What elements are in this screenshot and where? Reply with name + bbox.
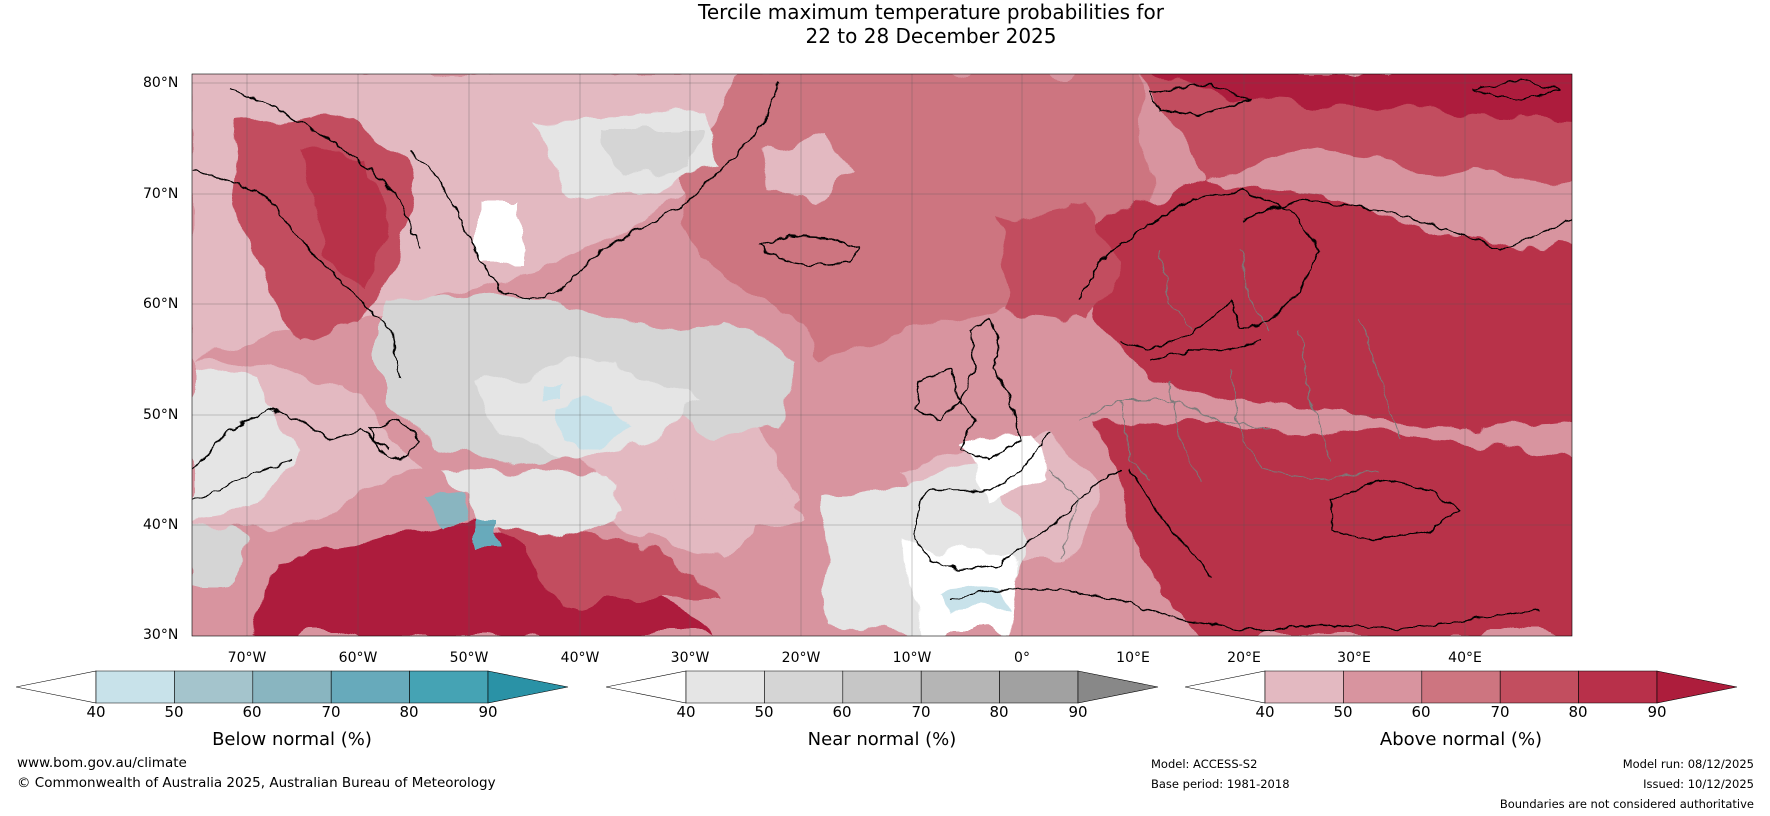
lat-label-40n: 40°N: [143, 517, 179, 533]
lon-label-40w: 40°W: [560, 650, 600, 666]
below-tick-70: 70: [321, 703, 341, 721]
above-segment-2: [1343, 670, 1423, 704]
lon-label-50w: 50°W: [449, 650, 489, 666]
above-extend-low: [1185, 670, 1266, 704]
near-extend-low: [606, 670, 687, 704]
colorbar-above-normal: [1185, 670, 1738, 704]
model-text: Model: ACCESS-S2: [1151, 757, 1258, 771]
graticule: [192, 74, 1572, 636]
lon-label-70w: 70°W: [227, 650, 267, 666]
lat-label-80n: 80°N: [143, 75, 179, 91]
near-segment-2: [764, 670, 844, 704]
near-tick-40: 40: [676, 703, 696, 721]
above-normal-title: Above normal (%): [1379, 729, 1543, 750]
above-tick-80: 80: [1568, 703, 1588, 721]
issued-text: Issued: 10/12/2025: [1643, 777, 1754, 791]
disclaimer-text: Boundaries are not considered authoritat…: [1499, 797, 1754, 811]
below-segment-1: [95, 670, 175, 704]
near-tick-70: 70: [911, 703, 931, 721]
above-tick-60: 60: [1411, 703, 1431, 721]
lat-label-50n: 50°N: [143, 407, 179, 423]
colorbar-near-normal: [606, 670, 1159, 704]
near-extend-high: [1077, 670, 1159, 704]
near-tick-50: 50: [754, 703, 774, 721]
near-normal-title: Near normal (%): [807, 729, 957, 750]
probability-shading: [192, 74, 1572, 636]
above-extend-high: [1656, 670, 1738, 704]
lon-label-30w: 30°W: [670, 650, 710, 666]
below-tick-50: 50: [164, 703, 184, 721]
title-line-1: Tercile maximum temperature probabilitie…: [698, 0, 1164, 24]
map-frame: [191, 73, 1573, 637]
base-period-text: Base period: 1981-2018: [1151, 777, 1290, 791]
below-extend-low: [16, 670, 97, 704]
colorbar-below-normal: [16, 670, 569, 704]
map-title: Tercile maximum temperature probabilitie…: [0, 0, 1770, 48]
below-tick-60: 60: [242, 703, 262, 721]
lon-label-0: 0°: [1014, 650, 1030, 666]
above-segment-5: [1578, 670, 1658, 704]
lon-label-10w: 10°W: [892, 650, 932, 666]
lon-label-20w: 20°W: [781, 650, 821, 666]
below-tick-80: 80: [399, 703, 419, 721]
near-segment-1: [685, 670, 765, 704]
above-segment-3: [1421, 670, 1501, 704]
above-segment-1: [1264, 670, 1344, 704]
below-tick-90: 90: [478, 703, 498, 721]
model-run-text: Model run: 08/12/2025: [1622, 757, 1754, 771]
near-tick-60: 60: [832, 703, 852, 721]
below-segment-2: [174, 670, 254, 704]
near-tick-80: 80: [989, 703, 1009, 721]
below-normal-title: Below normal (%): [212, 729, 372, 750]
near-segment-5: [999, 670, 1079, 704]
above-tick-40: 40: [1255, 703, 1275, 721]
website-text: www.bom.gov.au/climate: [17, 755, 187, 771]
near-tick-90: 90: [1068, 703, 1088, 721]
lat-label-30n: 30°N: [143, 627, 179, 643]
lat-label-60n: 60°N: [143, 296, 179, 312]
below-segment-3: [252, 670, 332, 704]
near-segment-4: [920, 670, 1000, 704]
lat-label-70n: 70°N: [143, 186, 179, 202]
copyright-text: © Commonwealth of Australia 2025, Austra…: [17, 775, 496, 791]
country-borders: [1049, 249, 1401, 561]
below-segment-4: [330, 670, 410, 704]
above-segment-4: [1499, 670, 1579, 704]
lon-label-60w: 60°W: [338, 650, 378, 666]
near-segment-3: [842, 670, 922, 704]
above-tick-70: 70: [1490, 703, 1510, 721]
lon-label-40e: 40°E: [1448, 650, 1482, 666]
below-tick-40: 40: [86, 703, 106, 721]
coastlines: [192, 79, 1571, 631]
lon-label-20e: 20°E: [1227, 650, 1261, 666]
title-line-2: 22 to 28 December 2025: [805, 24, 1057, 48]
above-tick-50: 50: [1333, 703, 1353, 721]
lon-label-30e: 30°E: [1337, 650, 1371, 666]
below-segment-5: [409, 670, 489, 704]
below-extend-high: [487, 670, 569, 704]
above-tick-90: 90: [1647, 703, 1667, 721]
lon-label-10e: 10°E: [1116, 650, 1150, 666]
